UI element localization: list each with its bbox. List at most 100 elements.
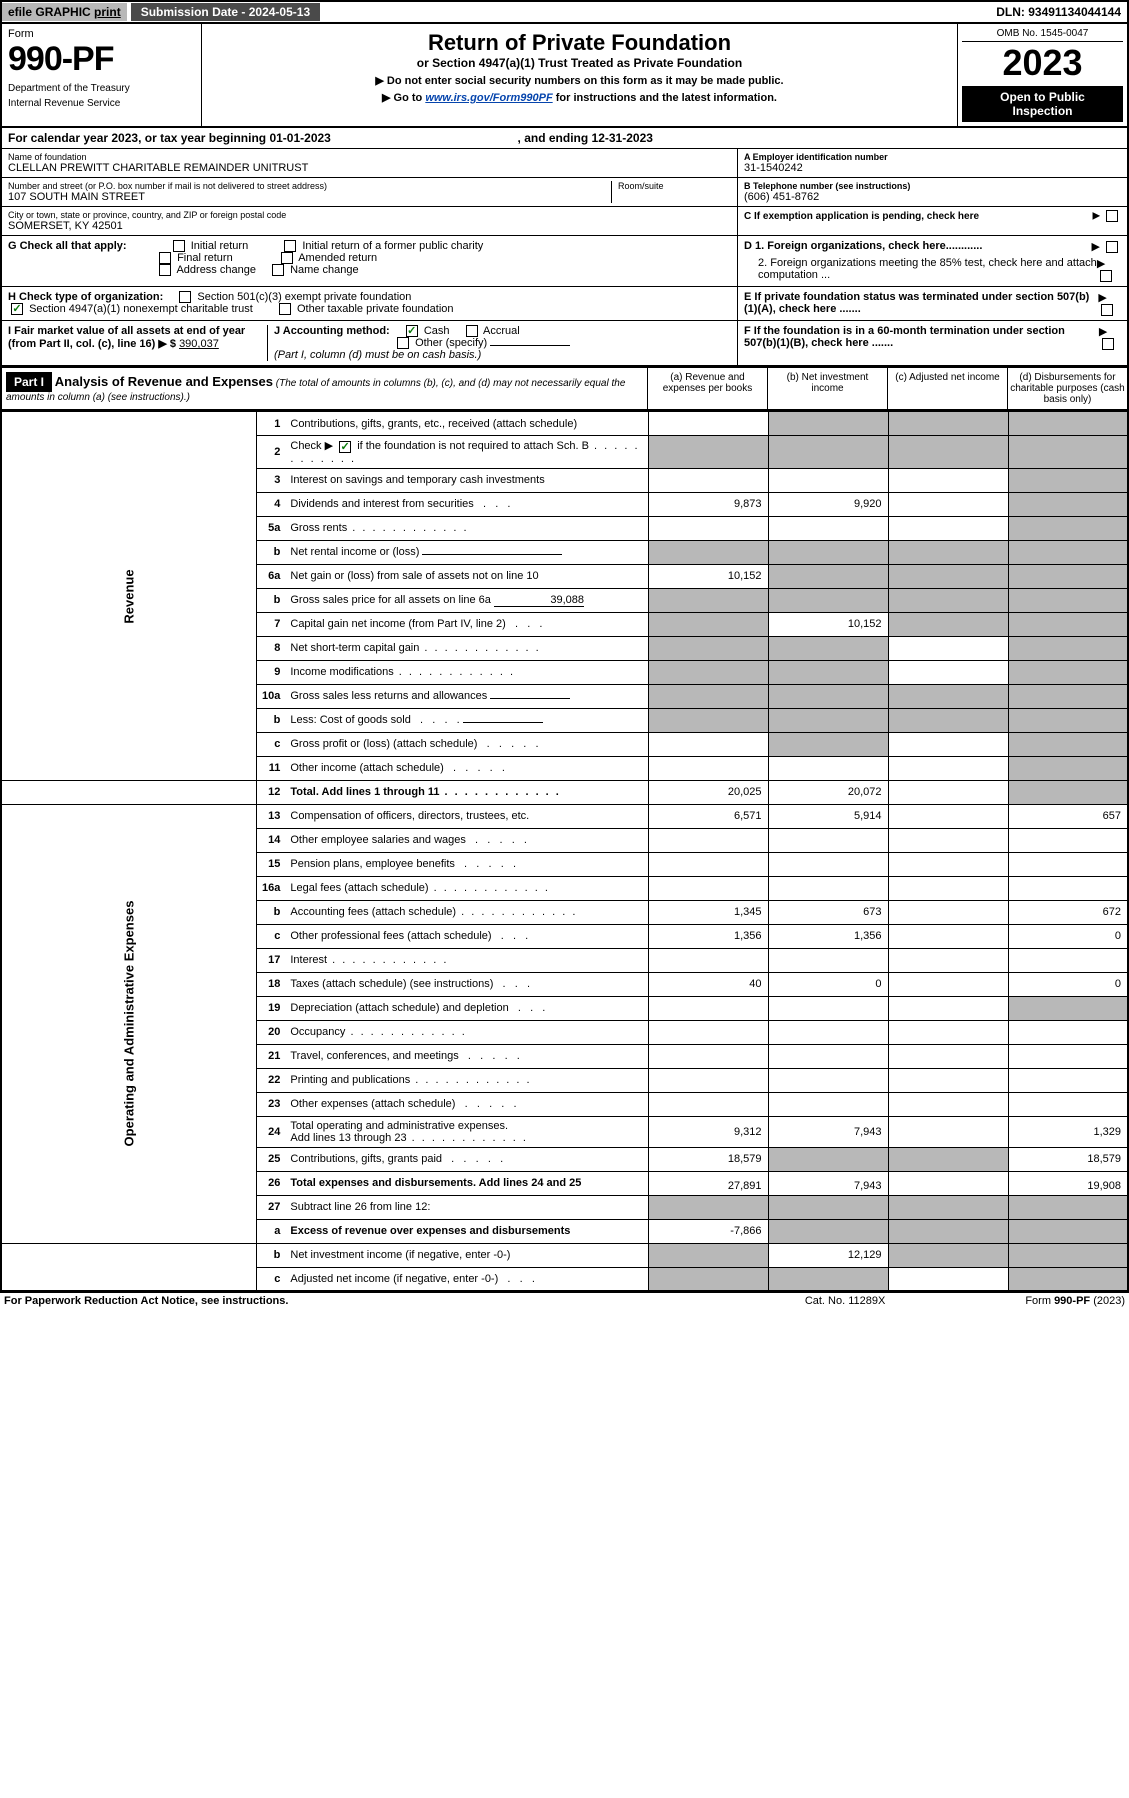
cb-d1[interactable] <box>1106 241 1118 253</box>
d1-label: D 1. Foreign organizations, check here..… <box>744 240 982 253</box>
cb-cash[interactable] <box>406 325 418 337</box>
cb-4947[interactable] <box>11 303 23 315</box>
val-b: 673 <box>768 900 888 924</box>
lineno: 12 <box>256 780 286 804</box>
lineno: 16a <box>256 876 286 900</box>
efile-print[interactable]: print <box>94 5 121 19</box>
desc: Travel, conferences, and meetings . . . … <box>286 1044 648 1068</box>
desc: Net rental income or (loss) <box>286 540 648 564</box>
desc: Net gain or (loss) from sale of assets n… <box>286 564 648 588</box>
side-revenue: Revenue <box>1 412 256 780</box>
cb-address-change[interactable] <box>159 264 171 276</box>
d2-label: 2. Foreign organizations meeting the 85%… <box>744 257 1097 282</box>
cb-final-return[interactable] <box>159 252 171 264</box>
val-d <box>1008 412 1128 436</box>
open-line-2: Inspection <box>964 104 1121 118</box>
j-note: (Part I, column (d) must be on cash basi… <box>274 349 481 361</box>
form-label: Form <box>8 28 195 40</box>
form-note-1: ▶ Do not enter social security numbers o… <box>208 74 951 87</box>
cb-f[interactable] <box>1102 338 1114 350</box>
desc: Subtract line 26 from line 12: <box>286 1195 648 1219</box>
lineno: 7 <box>256 612 286 636</box>
desc: Gross profit or (loss) (attach schedule)… <box>286 732 648 756</box>
dln-number: DLN: 93491134044144 <box>996 5 1127 19</box>
lineno: 24 <box>256 1116 286 1147</box>
cb-amended[interactable] <box>281 252 293 264</box>
desc: Other expenses (attach schedule) . . . .… <box>286 1092 648 1116</box>
cb-d2[interactable] <box>1100 270 1112 282</box>
h-501c3: Section 501(c)(3) exempt private foundat… <box>197 291 411 303</box>
val-b: 7,943 <box>768 1171 888 1195</box>
cb-other-method[interactable] <box>397 337 409 349</box>
top-bar: efile GRAPHIC print Submission Date - 20… <box>0 0 1129 24</box>
val-b: 5,914 <box>768 804 888 828</box>
footer-center: Cat. No. 11289X <box>805 1295 886 1307</box>
e-label: E If private foundation status was termi… <box>744 291 1098 316</box>
exemption-label: C If exemption application is pending, c… <box>744 211 979 222</box>
form-title: Return of Private Foundation <box>208 30 951 56</box>
part-1-table: Revenue 1 Contributions, gifts, grants, … <box>0 411 1129 1292</box>
foundation-name: CLELLAN PREWITT CHARITABLE REMAINDER UNI… <box>8 162 731 174</box>
desc: Printing and publications <box>286 1068 648 1092</box>
g-name: Name change <box>290 264 359 276</box>
lineno: 3 <box>256 468 286 492</box>
exemption-checkbox[interactable] <box>1106 210 1118 222</box>
note2-pre: ▶ Go to <box>382 92 425 104</box>
ij-row: I Fair market value of all assets at end… <box>0 321 1129 367</box>
lineno: 26 <box>256 1171 286 1195</box>
room-label: Room/suite <box>618 181 731 191</box>
cb-accrual[interactable] <box>466 325 478 337</box>
lineno: c <box>256 732 286 756</box>
lineno: 9 <box>256 660 286 684</box>
val-b: 10,152 <box>768 612 888 636</box>
desc: Contributions, gifts, grants paid . . . … <box>286 1147 648 1171</box>
table-row: Revenue 1 Contributions, gifts, grants, … <box>1 412 1128 436</box>
lineno: 2 <box>256 436 286 468</box>
cogs-line[interactable] <box>463 722 543 723</box>
other-specify-line[interactable] <box>490 345 570 346</box>
cb-e[interactable] <box>1101 304 1113 316</box>
form-instructions-link[interactable]: www.irs.gov/Form990PF <box>425 92 552 104</box>
footer-left: For Paperwork Reduction Act Notice, see … <box>4 1295 288 1307</box>
cb-initial-return[interactable] <box>173 240 185 252</box>
foundation-info: Name of foundation CLELLAN PREWITT CHARI… <box>0 149 1129 236</box>
i-value: 390,037 <box>179 338 219 350</box>
lineno: 21 <box>256 1044 286 1068</box>
cb-other-taxable[interactable] <box>279 303 291 315</box>
form-year-block: OMB No. 1545-0047 2023 Open to Public In… <box>957 24 1127 126</box>
lineno: 6a <box>256 564 286 588</box>
desc: Occupancy <box>286 1020 648 1044</box>
city-label: City or town, state or province, country… <box>8 210 731 220</box>
val-d: 19,908 <box>1008 1171 1128 1195</box>
net-rental-line[interactable] <box>422 554 562 555</box>
desc: Interest <box>286 948 648 972</box>
part-1-title-cell: Part I Analysis of Revenue and Expenses … <box>2 368 647 409</box>
cb-name-change[interactable] <box>272 264 284 276</box>
val-a: 40 <box>648 972 768 996</box>
val-b: 1,356 <box>768 924 888 948</box>
part-1-badge: Part I <box>6 372 52 392</box>
g-initial-former: Initial return of a former public charit… <box>302 240 483 252</box>
val-a: 20,025 <box>648 780 768 804</box>
lineno: 1 <box>256 412 286 436</box>
cal-pre: For calendar year 2023, or tax year begi… <box>8 131 269 145</box>
part-1-title: Analysis of Revenue and Expenses <box>55 374 273 389</box>
h-other: Other taxable private foundation <box>297 303 454 315</box>
val-a: 18,579 <box>648 1147 768 1171</box>
lineno: 19 <box>256 996 286 1020</box>
lineno: 11 <box>256 756 286 780</box>
val-a: 1,356 <box>648 924 768 948</box>
desc: Total operating and administrative expen… <box>286 1116 648 1147</box>
val-d: 0 <box>1008 972 1128 996</box>
lineno: 22 <box>256 1068 286 1092</box>
desc: Gross rents <box>286 516 648 540</box>
val-d: 657 <box>1008 804 1128 828</box>
cb-sch-b[interactable] <box>339 441 351 453</box>
cb-501c3[interactable] <box>179 291 191 303</box>
cb-initial-former[interactable] <box>284 240 296 252</box>
gross-sales-line[interactable] <box>490 698 570 699</box>
efile-badge: efile GRAPHIC print <box>2 3 127 21</box>
dept-line-1: Department of the Treasury <box>8 83 195 94</box>
lineno: 8 <box>256 636 286 660</box>
g-final: Final return <box>177 252 233 264</box>
